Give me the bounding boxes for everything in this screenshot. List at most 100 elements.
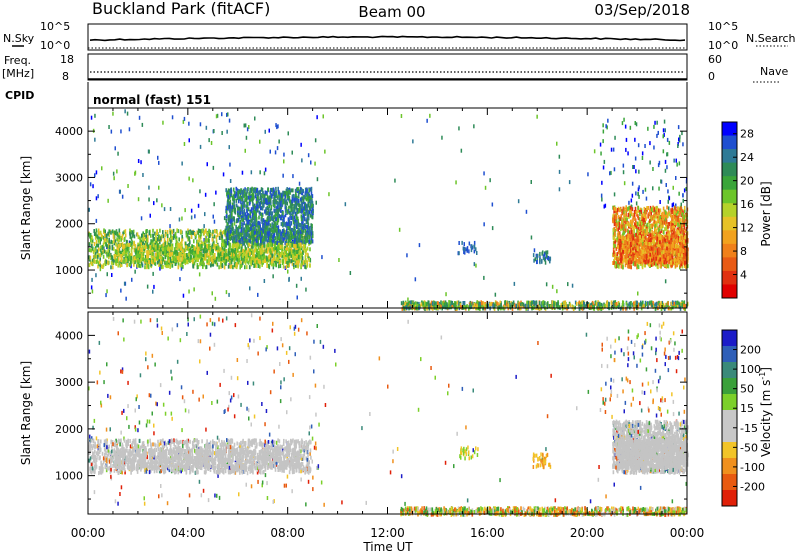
echo-cell xyxy=(285,265,287,270)
echo-cell xyxy=(240,190,243,195)
echo-cell xyxy=(653,219,655,224)
noise-cell xyxy=(657,163,660,168)
echo-cell xyxy=(233,239,235,244)
echo-cell xyxy=(275,263,277,268)
echo-cell xyxy=(304,231,307,236)
echo-cell xyxy=(632,215,634,220)
echo-cell xyxy=(247,187,249,191)
noise-cell xyxy=(180,266,183,271)
echo-cell xyxy=(674,231,676,236)
echo-cell xyxy=(289,199,291,204)
echo-cell xyxy=(202,241,204,246)
noise-cell xyxy=(275,123,277,128)
echo-cell xyxy=(300,217,303,222)
echo-cell xyxy=(261,206,264,211)
echo-cell xyxy=(643,229,645,234)
noise-cell xyxy=(677,125,680,130)
noise-cell xyxy=(644,144,646,148)
echo-cell xyxy=(255,200,258,205)
echo-cell xyxy=(245,232,248,237)
echo-cell xyxy=(246,195,248,200)
echo-cell xyxy=(187,230,190,235)
noise-cell xyxy=(95,170,98,175)
echo-cell xyxy=(661,220,663,225)
echo-cell xyxy=(272,229,275,234)
noise-cell xyxy=(664,279,667,284)
echo-cell xyxy=(125,243,128,248)
echo-cell xyxy=(272,200,275,204)
echo-cell xyxy=(645,225,647,230)
echo-cell xyxy=(164,263,167,268)
echo-cell xyxy=(656,218,659,223)
echo-cell xyxy=(112,265,114,270)
echo-cell xyxy=(627,253,629,258)
echo-cell xyxy=(246,258,249,263)
echo-cell xyxy=(279,202,282,207)
echo-cell xyxy=(261,220,263,224)
noise-cell xyxy=(653,145,655,150)
echo-cell xyxy=(309,263,311,268)
noise-cell xyxy=(228,292,230,297)
noise-cell xyxy=(634,156,637,161)
echo-cell xyxy=(254,187,257,192)
echo-cell xyxy=(227,198,230,203)
echo-cell xyxy=(248,201,251,206)
echo-cell xyxy=(268,198,270,203)
echo-cell xyxy=(615,211,617,216)
noise-cell xyxy=(623,181,626,186)
echo-cell xyxy=(231,205,234,209)
echo-cell xyxy=(254,190,257,195)
noise-cell xyxy=(662,128,665,133)
echo-cell xyxy=(270,262,273,267)
echo-cell xyxy=(254,215,256,220)
echo-cell xyxy=(279,230,282,235)
noise-cell xyxy=(622,163,625,168)
echo-cell xyxy=(117,241,120,246)
echo-cell xyxy=(88,242,91,247)
echo-cell xyxy=(226,238,229,243)
echo-cell xyxy=(616,252,619,256)
noise-cell xyxy=(631,181,634,186)
echo-cell xyxy=(245,214,248,219)
echo-cell xyxy=(288,189,290,194)
echo-cell xyxy=(285,223,287,228)
echo-cell xyxy=(615,218,618,223)
echo-cell xyxy=(269,257,272,262)
echo-cell xyxy=(254,210,256,215)
echo-cell xyxy=(228,225,231,230)
echo-cell xyxy=(229,204,232,209)
echo-cell xyxy=(673,210,676,215)
noise-cell xyxy=(603,204,605,209)
echo-cell xyxy=(246,265,248,270)
echo-cell xyxy=(145,235,147,239)
echo-cell xyxy=(269,236,271,241)
echo-cell xyxy=(238,206,240,211)
echo-cell xyxy=(237,240,239,245)
echo-cell xyxy=(607,305,609,309)
echo-cell xyxy=(199,234,201,239)
echo-cell xyxy=(283,216,285,221)
echo-cell xyxy=(148,244,150,249)
echo-cell xyxy=(104,229,106,234)
echo-cell xyxy=(181,263,183,268)
power-heatmap-data xyxy=(88,109,689,311)
echo-cell xyxy=(303,210,305,215)
echo-cell xyxy=(671,217,673,222)
noise-cell xyxy=(556,289,558,294)
echo-cell xyxy=(162,234,165,239)
noise-cell xyxy=(244,123,247,128)
echo-cell xyxy=(653,233,656,238)
noise-cell xyxy=(460,148,463,153)
echo-cell xyxy=(261,261,263,266)
echo-cell xyxy=(132,232,134,237)
echo-cell xyxy=(191,231,194,235)
noise-cell xyxy=(108,125,110,129)
echo-cell xyxy=(289,236,292,241)
echo-cell xyxy=(529,303,531,308)
nave-tick-bottom: 0 xyxy=(708,70,715,83)
echo-cell xyxy=(294,218,296,223)
noise-cell xyxy=(612,147,615,152)
noise-cell xyxy=(682,142,684,147)
noise-cell xyxy=(558,154,561,159)
echo-cell xyxy=(251,236,254,241)
